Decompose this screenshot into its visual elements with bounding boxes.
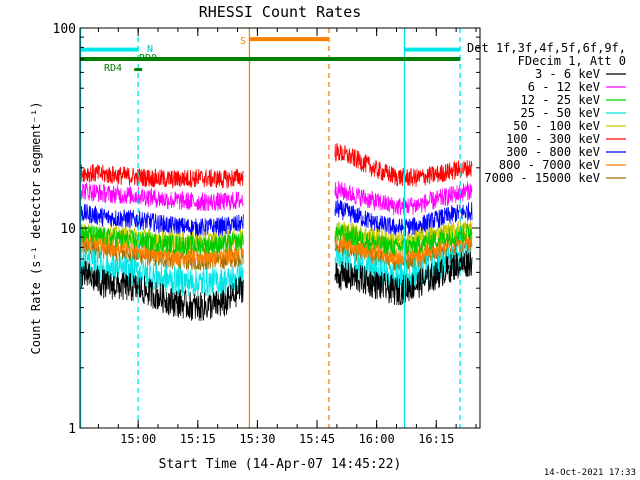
series-25-50-kev xyxy=(79,243,473,298)
flag-label-rd0: RD0 xyxy=(139,53,157,64)
series-line xyxy=(334,199,473,237)
x-tick-label: 16:00 xyxy=(359,432,395,446)
flag-label-s: S xyxy=(240,36,246,47)
plot-area xyxy=(79,142,473,322)
legend-entry-label: 25 - 50 keV xyxy=(521,106,600,120)
legend-entry-label: 50 - 100 keV xyxy=(513,119,600,133)
axis-ticks: 15:00 15:15 15:30 15:45 16:00 16:15 1 10 100 xyxy=(53,22,480,446)
series-line xyxy=(334,142,473,187)
legend-entry-label: 3 - 6 keV xyxy=(535,67,600,81)
legend-entry-label: 300 - 800 keV xyxy=(506,145,600,159)
x-tick-label: 15:45 xyxy=(299,432,335,446)
y-tick-label: 1 xyxy=(68,422,76,437)
legend-header-line-1: Det 1f,3f,4f,5f,6f,9f, xyxy=(467,41,626,55)
series-12-25-kev xyxy=(79,223,473,257)
series-3-6-kev xyxy=(80,250,473,322)
chart-title: RHESSI Count Rates xyxy=(199,3,362,21)
y-tick-label: 100 xyxy=(53,22,76,37)
x-tick-label: 15:15 xyxy=(180,432,216,446)
series-100-300-kev xyxy=(79,142,473,189)
series-line xyxy=(334,223,473,257)
series-300-800-kev xyxy=(79,199,473,238)
series-line xyxy=(334,181,473,216)
y-tick-label: 10 xyxy=(60,222,76,237)
flag-label-rd4: RD4 xyxy=(104,63,122,74)
legend-entry-label: 100 - 300 keV xyxy=(506,132,600,146)
x-tick-label: 16:15 xyxy=(418,432,454,446)
series-line xyxy=(79,182,244,212)
legend: Det 1f,3f,4f,5f,6f,9f, FDecim 1, Att 0 3… xyxy=(467,41,626,185)
legend-entry-label: 6 - 12 keV xyxy=(528,80,600,94)
x-tick-label: 15:30 xyxy=(239,432,275,446)
x-tick-label: 15:00 xyxy=(120,432,156,446)
x-axis-label: Start Time (14-Apr-07 14:45:22) xyxy=(159,457,402,472)
series-line xyxy=(80,260,244,322)
flag-label-n: N xyxy=(147,44,153,55)
series-line xyxy=(79,230,244,266)
series-line xyxy=(334,250,473,306)
series-6-12-kev xyxy=(79,181,473,216)
series-line xyxy=(79,163,244,189)
series-line xyxy=(334,243,473,293)
series-line xyxy=(79,203,244,238)
legend-entry-label: 7000 - 15000 keV xyxy=(484,171,600,185)
legend-entry-label: 12 - 25 keV xyxy=(521,93,600,107)
legend-header-line-2: FDecim 1, Att 0 xyxy=(518,54,626,68)
series-line xyxy=(79,244,244,298)
y-axis-label: Count Rate (s⁻¹ detector segment⁻¹) xyxy=(29,102,43,355)
timestamp: 14-Oct-2021 17:33 xyxy=(544,468,636,478)
series-line xyxy=(79,225,244,255)
legend-entry-label: 800 - 7000 keV xyxy=(499,158,600,172)
